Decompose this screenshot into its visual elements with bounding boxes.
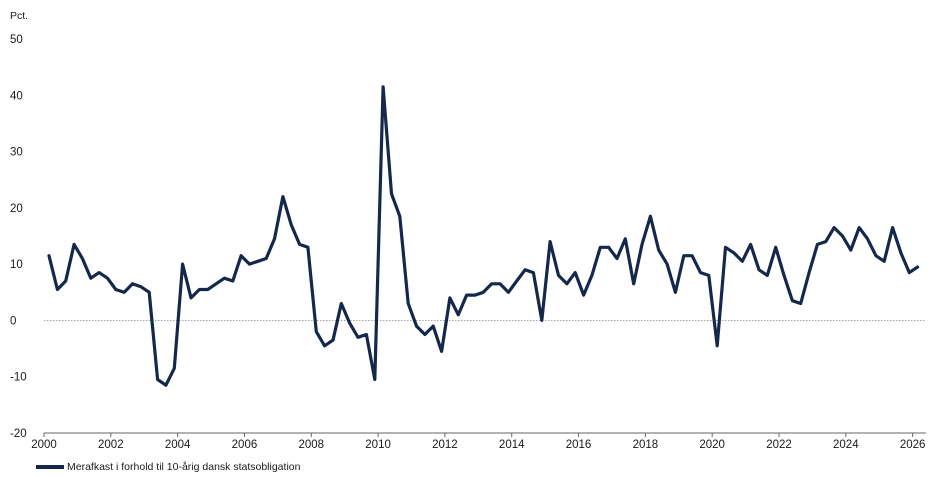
y-axis-unit-label: Pct. [10,10,28,22]
y-tick-label: -20 [10,428,27,440]
x-axis-ticks: 2000 2002 2004 2006 2008 2010 2012 2014 2016 2018… [31,433,925,451]
x-tick-label: 2024 [833,439,859,451]
legend-swatch [36,465,64,469]
series-line-0 [47,85,920,387]
x-tick-label: 2000 [31,439,57,451]
legend-label: Merafkast i forhold til 10-årig dansk st… [67,461,301,473]
x-tick-label: 2014 [499,439,525,451]
y-tick-label: 50 [10,34,23,46]
x-tick-label: 2016 [566,439,592,451]
x-tick-label: 2022 [766,439,792,451]
x-tick-label: 2018 [633,439,659,451]
y-tick-label: 10 [10,259,23,271]
x-tick-label: 2008 [298,439,324,451]
x-tick-label: 2010 [365,439,391,451]
x-tick-label: 2020 [699,439,725,451]
y-tick-label: -10 [10,372,27,384]
y-axis-tick-labels: 50 40 30 20 10 0 -10 -20 [10,34,27,440]
x-tick-label: 2004 [165,439,191,451]
x-tick-label: 2012 [432,439,458,451]
y-tick-label: 0 [10,315,16,327]
x-tick-label: 2026 [900,439,926,451]
y-tick-label: 40 [10,90,23,102]
x-tick-label: 2002 [98,439,124,451]
series-group [47,85,920,387]
y-tick-label: 20 [10,203,23,215]
y-tick-label: 30 [10,147,23,159]
x-tick-label: 2006 [232,439,258,451]
legend: Merafkast i forhold til 10-årig dansk st… [36,461,300,473]
